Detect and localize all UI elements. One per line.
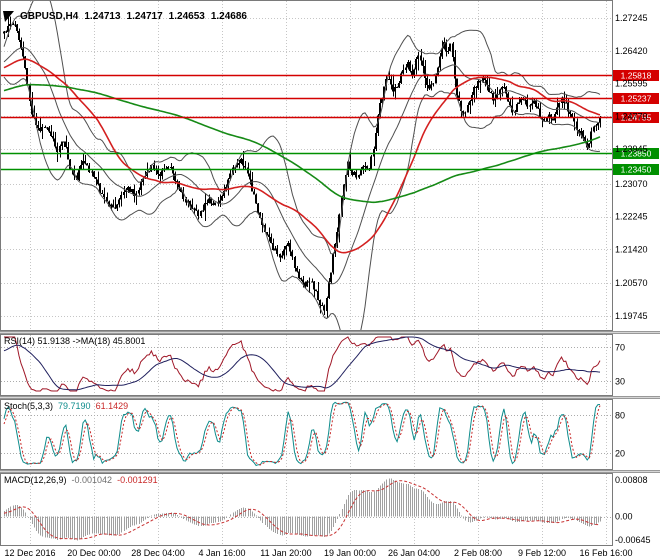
price-tick-label: 1.21420 (615, 244, 648, 254)
stoch-main-line (3, 401, 601, 467)
price-tick-label: 1.19745 (615, 311, 648, 321)
time-label: 11 Jan 20:00 (260, 548, 312, 558)
price-chart-canvas[interactable]: 1.25818 1.25237 1.24755 1.23850 1.23450 1.272… (0, 0, 660, 331)
candle-bodies (3, 24, 601, 311)
price-tick-label: 1.27245 (615, 13, 648, 23)
macd-signal-value: -0.001291 (117, 475, 158, 485)
pane-splitter-1[interactable] (0, 331, 660, 334)
candle-wicks (4, 16, 601, 318)
resistance-3-price-label: 1.24755 (621, 113, 652, 123)
panel-border (0, 399, 613, 470)
price-tick-label: 1.23945 (615, 144, 648, 154)
price-tick-label: 1.23070 (615, 179, 648, 189)
resistance-2-price-box (613, 93, 659, 104)
price-tick-label: 1.20570 (615, 278, 648, 288)
macd-tick-label: 0.00 (615, 512, 633, 522)
price-pane: 1.25818 1.25237 1.24755 1.23850 1.23450 1.272… (0, 0, 660, 331)
rsi-tick-label: 30 (615, 377, 625, 387)
panel-border (0, 473, 613, 546)
rsi-label: RSI(14) 51.9138 ->MA(18) 45.8001 (4, 336, 145, 346)
time-label: 20 Dec 00:00 (67, 548, 121, 558)
panel-border (0, 0, 613, 331)
rsi-chart-canvas[interactable]: 70 30 (0, 334, 660, 396)
macd-main-value: -0.001042 (71, 475, 113, 485)
rsi-pane: 70 30 RSI(14) 51.9138 ->MA(18) 45.8001 (0, 334, 660, 396)
support-2-price-box (613, 164, 659, 175)
bollinger-lower-line (3, 76, 601, 331)
macd-tick-label: 0.00808 (615, 475, 648, 485)
stoch-signal-line (3, 401, 601, 466)
rsi-indicator-label: RSI(14) 51.9138 ->MA(18) 45.8001 (4, 336, 146, 346)
macd-label: MACD(12,26,9) -0.001042 -0.001291 (4, 475, 158, 485)
price-tick-label: 1.22245 (615, 212, 648, 222)
chart-title: GBPUSD,H4 1.24713 1.24717 1.24653 1.2468… (3, 10, 247, 23)
stochastic-pane: 80 20 Stoch(5,3,3) 79.7190 61.1429 (0, 399, 660, 470)
resistance-1-price-box (613, 70, 659, 81)
macd-chart-canvas[interactable]: 0.00808 0.00 -0.00645 (0, 473, 660, 546)
time-axis[interactable]: 12 Dec 2016 20 Dec 00:00 28 Dec 04:00 4 Jan… (0, 546, 660, 560)
pane-splitter-2[interactable] (0, 396, 660, 399)
time-label: 2 Feb 08:00 (453, 548, 503, 558)
vertical-grid (30, 335, 607, 395)
price-tick-label: 1.26420 (615, 46, 648, 56)
bollinger-upper-line (3, 0, 601, 255)
resistance-3-price-box (613, 112, 659, 123)
vertical-grid (30, 1, 607, 330)
panel-border (0, 334, 613, 396)
rsi-level-lines (1, 347, 612, 382)
high-value: 1.24717 (126, 11, 163, 22)
open-value: 1.24713 (84, 11, 121, 22)
rsi-ma-line (3, 336, 601, 391)
close-value: 1.24686 (210, 11, 247, 22)
time-label: 9 Feb 12:00 (517, 548, 567, 558)
time-label: 16 Feb 16:00 (579, 548, 633, 558)
support-2-price-label: 1.23450 (621, 165, 652, 175)
rsi-tick-label: 70 (615, 343, 625, 353)
stochastic-chart-canvas[interactable]: 80 20 (0, 399, 660, 470)
low-value: 1.24653 (168, 11, 205, 22)
ma-red-line (3, 58, 601, 254)
stochastic-indicator-name: Stoch(5,3,3) (4, 401, 54, 411)
time-label: 19 Jan 00:00 (323, 548, 377, 558)
macd-tick-label: -0.00645 (615, 535, 651, 545)
stochastic-label: Stoch(5,3,3) 79.7190 61.1429 (4, 401, 128, 411)
macd-pane: 0.00808 0.00 -0.00645 MACD(12,26,9) -0.001… (0, 473, 660, 546)
time-label: 4 Jan 16:00 (198, 548, 246, 558)
rsi-line (4, 336, 601, 392)
price-tick-label: 1.25595 (615, 79, 648, 89)
stoch-tick-label: 80 (615, 411, 625, 421)
support-1-price-label: 1.23850 (621, 149, 652, 159)
stochastic-main-value: 79.7190 (58, 401, 91, 411)
macd-histogram (4, 478, 601, 541)
chart-arrow-icon (3, 10, 14, 23)
horizontal-grid (1, 18, 612, 317)
time-label: 12 Dec 2016 (4, 548, 56, 558)
stoch-level-lines (1, 415, 612, 454)
macd-signal-line (3, 480, 601, 540)
support-1-price-box (613, 148, 659, 159)
price-tick-label: 1.24770 (615, 111, 648, 121)
symbol-period-label: GBPUSD,H4 (20, 11, 79, 22)
macd-indicator-name: MACD(12,26,9) (4, 475, 67, 485)
time-label: 28 Dec 04:00 (131, 548, 185, 558)
bollinger-middle-line (3, 46, 601, 285)
resistance-1-price-label: 1.25818 (621, 71, 652, 81)
stoch-tick-label: 20 (615, 449, 625, 459)
resistance-2-price-label: 1.25237 (621, 94, 652, 104)
time-label: 26 Jan 04:00 (387, 548, 441, 558)
stochastic-signal-value: 61.1429 (95, 401, 129, 411)
pane-splitter-3[interactable] (0, 470, 660, 473)
